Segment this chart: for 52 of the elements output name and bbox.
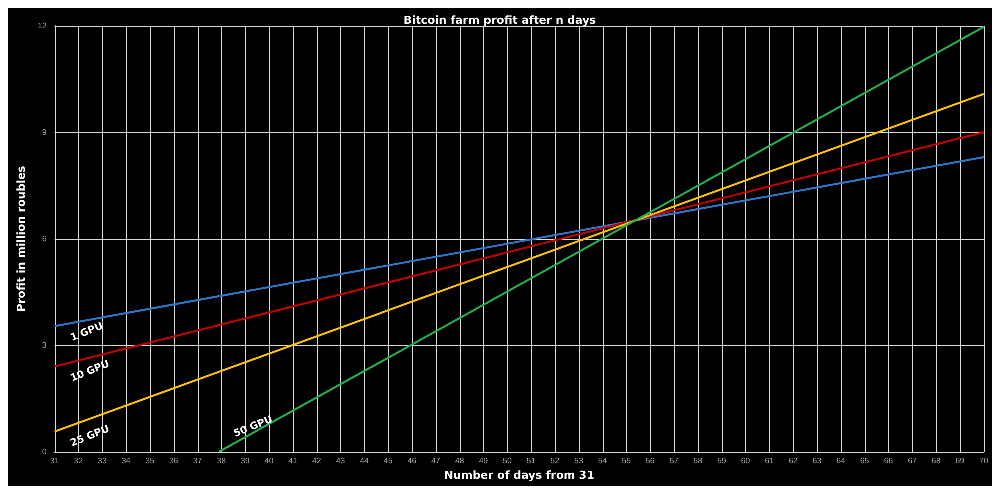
x-tick-label: 64 <box>836 456 846 466</box>
x-tick-label: 65 <box>860 456 870 466</box>
x-tick-label: 61 <box>765 456 775 466</box>
x-tick-label: 54 <box>598 456 608 466</box>
x-tick-label: 52 <box>550 456 560 466</box>
x-tick-label: 62 <box>788 456 798 466</box>
x-tick-label: 58 <box>694 456 704 466</box>
x-tick-label: 48 <box>455 456 465 466</box>
x-tick-label: 43 <box>336 456 346 466</box>
x-tick-label: 63 <box>812 456 822 466</box>
y-tick-label: 6 <box>42 234 48 244</box>
x-tick-label: 51 <box>526 456 536 466</box>
x-tick-label: 49 <box>479 456 489 466</box>
y-tick-label: 0 <box>42 448 48 456</box>
x-tick-label: 33 <box>98 456 108 466</box>
x-tick-label: 66 <box>884 456 894 466</box>
x-tick-label: 34 <box>122 456 132 466</box>
x-tick-label: 50 <box>503 456 512 466</box>
y-axis-title: Profit in million roubles <box>15 166 28 312</box>
x-tick-label: 60 <box>741 456 751 466</box>
y-tick-label: 9 <box>42 128 48 137</box>
x-tick-label: 70 <box>980 456 989 466</box>
x-tick-label: 32 <box>74 456 84 466</box>
x-tick-label: 46 <box>408 456 418 466</box>
x-tick-label: 31 <box>50 456 60 466</box>
x-tick-label: 59 <box>717 456 727 466</box>
y-tick-label: 3 <box>42 341 48 350</box>
x-tick-label: 38 <box>217 456 227 466</box>
x-tick-label: 45 <box>384 456 394 466</box>
x-tick-label: 39 <box>240 456 250 466</box>
x-tick-label: 42 <box>312 456 322 466</box>
x-tick-label: 41 <box>288 456 298 466</box>
x-tick-label: 69 <box>956 456 966 466</box>
x-tick-label: 68 <box>932 456 942 466</box>
x-tick-label: 57 <box>670 456 680 466</box>
text: 25 GPU <box>69 424 112 450</box>
x-tick-label: 37 <box>193 456 203 466</box>
x-tick-label: 35 <box>146 456 156 466</box>
text: 1 GPU <box>69 321 105 344</box>
x-axis-title: Number of days from 31 <box>444 469 594 482</box>
x-tick-label: 44 <box>360 456 370 466</box>
y-tick-label: 12 <box>38 22 48 30</box>
text: 50 GPU <box>232 414 275 440</box>
x-tick-label: 53 <box>574 456 584 466</box>
text: 10 GPU <box>69 358 112 384</box>
x-tick-label: 47 <box>432 456 442 466</box>
x-tick-label: 67 <box>908 456 918 466</box>
x-tick-label: 40 <box>264 456 274 466</box>
x-tick-label: 56 <box>646 456 656 466</box>
x-tick-label: 55 <box>622 456 632 466</box>
x-tick-label: 36 <box>169 456 179 466</box>
chart-title: Bitcoin farm profit after n days <box>404 14 597 27</box>
